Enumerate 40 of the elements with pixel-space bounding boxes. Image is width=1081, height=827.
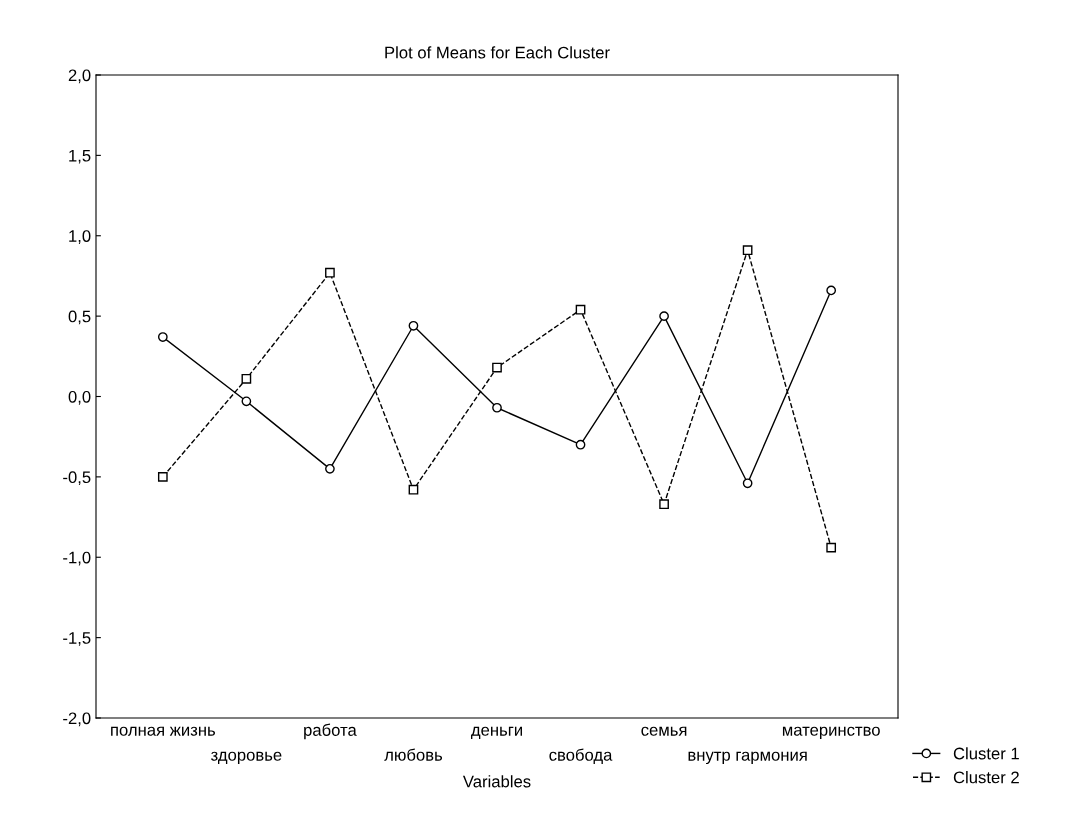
point bbox=[241, 396, 252, 407]
point bbox=[742, 478, 753, 489]
point bbox=[157, 332, 168, 342]
x-tick-label: деньги bbox=[471, 726, 522, 739]
point bbox=[408, 484, 419, 495]
point bbox=[241, 373, 252, 384]
point bbox=[659, 311, 669, 321]
point bbox=[325, 463, 335, 474]
y-tick-label: -1,0 bbox=[63, 551, 91, 566]
legend-label: Cluster 2 bbox=[953, 771, 1019, 784]
x-tick-label: внутр гармония bbox=[688, 751, 807, 765]
point bbox=[408, 320, 419, 331]
x-tick-label: любовь bbox=[384, 748, 443, 761]
y-tick-label: -2,0 bbox=[63, 712, 91, 727]
y-tick-label: -0,5 bbox=[63, 471, 91, 486]
x-tick-label: материнство bbox=[782, 726, 880, 740]
x-tick-label: здоровье bbox=[210, 751, 282, 765]
legend-label: Cluster 1 bbox=[953, 747, 1019, 760]
point bbox=[575, 439, 586, 450]
point bbox=[325, 267, 335, 278]
point bbox=[742, 245, 753, 256]
y-tick-label: 0,5 bbox=[68, 310, 91, 325]
point bbox=[492, 362, 502, 373]
point bbox=[826, 285, 837, 296]
y-tick-label: 0,0 bbox=[68, 390, 91, 405]
y-tick-label: 2,0 bbox=[68, 69, 91, 84]
point bbox=[659, 499, 669, 510]
point bbox=[157, 472, 168, 482]
y-tick-label: 1,5 bbox=[69, 149, 91, 164]
chart-title: Plot of Means for Each Cluster bbox=[385, 46, 610, 59]
y-tick-label: -1,5 bbox=[63, 632, 91, 646]
x-tick-label: полная жизнь bbox=[111, 726, 216, 736]
x-tick-label: свобода bbox=[549, 748, 613, 764]
point bbox=[826, 542, 837, 553]
x-tick-label: семья bbox=[641, 726, 687, 736]
point bbox=[575, 304, 586, 315]
y-tick-label: 1,0 bbox=[69, 230, 91, 244]
x-axis-title: Variables bbox=[462, 775, 531, 788]
point bbox=[492, 402, 502, 413]
x-tick-label: работа bbox=[304, 723, 357, 740]
